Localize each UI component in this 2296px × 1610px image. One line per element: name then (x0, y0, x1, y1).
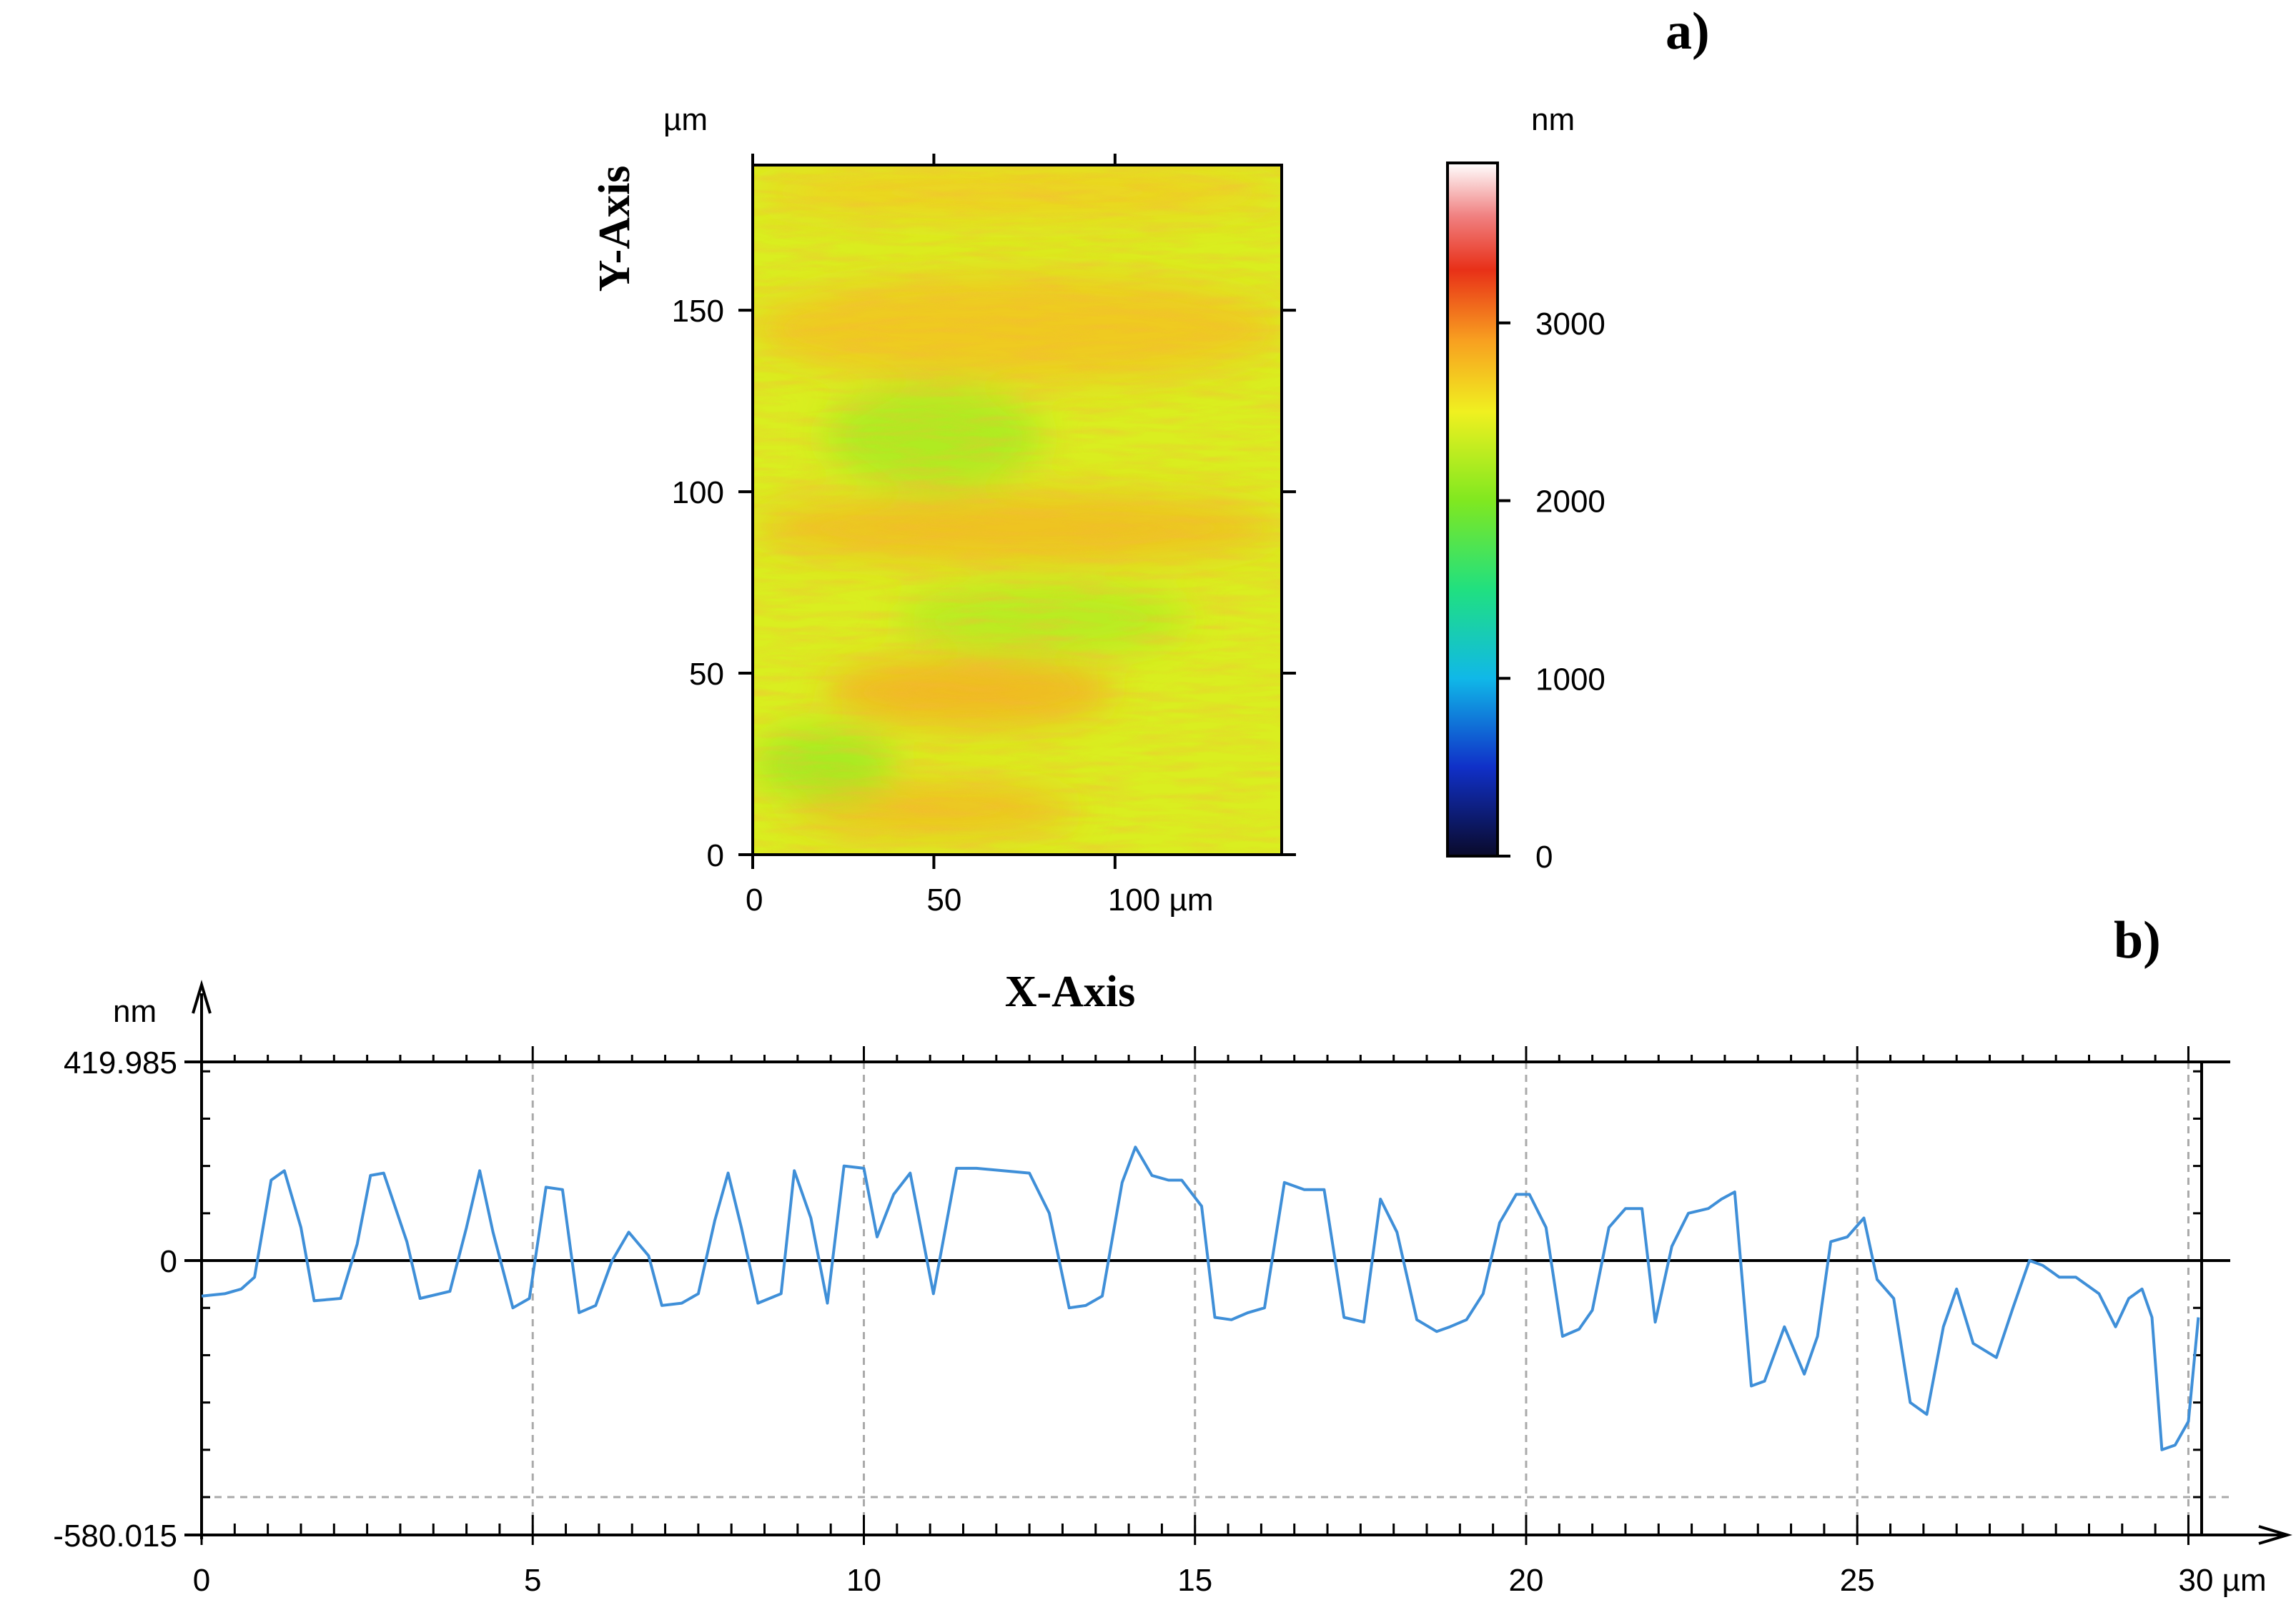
profile-y-tick-labels: 419.985 0 -580.015 (53, 1045, 177, 1554)
height-map-texture (753, 165, 1282, 855)
height-map-frame (751, 164, 1283, 856)
colorbar (1446, 162, 1499, 858)
profile-y-tick-label: 419.985 (64, 1045, 177, 1080)
profile-x-tick-labels: 0 5 10 15 20 25 30 µm (193, 1563, 2267, 1598)
x-tick-label: 0 (746, 883, 763, 918)
panel-label-b: b) (2114, 911, 2161, 970)
x-tick-label: 50 (926, 883, 961, 918)
height-map-axes: 0 50 100 µm 0 50 100 150 (672, 154, 1296, 918)
x-axis-title: X-Axis (1005, 968, 1136, 1016)
profile-axes (184, 980, 2292, 1545)
profile-x-tick-label: 0 (193, 1563, 210, 1598)
profile-y-tick-label: 0 (160, 1244, 177, 1279)
y-tick-label: 150 (672, 294, 724, 329)
profile-x-tick-label: 15 (1177, 1563, 1212, 1598)
y-axis-title: Y-Axis (590, 166, 639, 292)
colorbar-tick-label: 0 (1535, 840, 1553, 875)
profile-x-tick-label: 25 (1840, 1563, 1875, 1598)
x-axis-arrow-icon (2258, 1525, 2292, 1545)
colorbar-tick-label: 2000 (1535, 485, 1605, 520)
profile-series-line (201, 1146, 2200, 1451)
profile-x-tick-label: 5 (524, 1563, 541, 1598)
profile-panel: b) nm 419.985 0 -580.015 0 5 10 15 20 25 30 µm (53, 911, 2292, 1598)
y-tick-label: 100 (672, 475, 724, 510)
y-unit-label: µm (663, 102, 708, 137)
profile-grid (202, 1062, 2230, 1535)
colorbar-tick-label: 1000 (1535, 662, 1605, 697)
colorbar-tick-label: 3000 (1535, 307, 1605, 342)
y-axis-arrow-icon (192, 980, 212, 1014)
colorbar-ticks: 0 1000 2000 3000 (1498, 307, 1605, 875)
y-tick-label: 50 (689, 657, 724, 692)
panel-label-a: a) (1666, 2, 1710, 61)
profile-x-tick-label: 20 (1509, 1563, 1544, 1598)
y-tick-label: 0 (707, 838, 724, 873)
profile-x-tick-label: 30 µm (2178, 1563, 2266, 1598)
height-map-panel: a) 0 50 100 µm 0 50 100 150 µm Y-Axis X-Axis n… (590, 2, 1710, 1016)
profile-y-tick-label: -580.015 (53, 1519, 177, 1554)
profile-x-tick-label: 10 (846, 1563, 881, 1598)
x-tick-label: 100 µm (1108, 883, 1214, 918)
profile-y-unit: nm (113, 994, 157, 1029)
colorbar-unit: nm (1531, 102, 1575, 137)
